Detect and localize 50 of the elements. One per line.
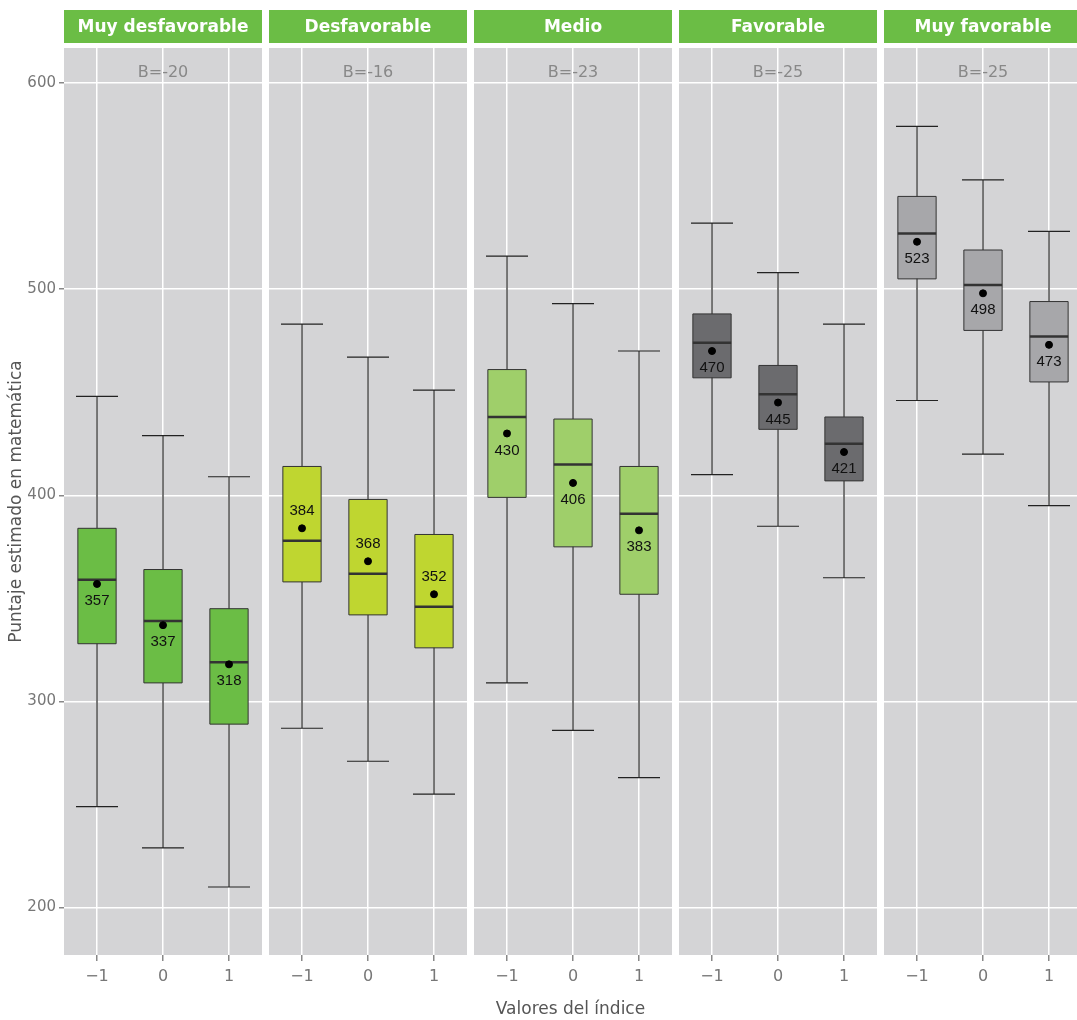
x-tick-label: 0 [977,965,989,985]
x-tick-label: 1 [428,965,440,985]
data-label: 421 [831,459,857,477]
x-tick-label: 0 [157,965,169,985]
x-tick-label: −1 [495,965,519,985]
data-label: 383 [626,537,652,555]
chart-title: Desfavorable [269,10,467,43]
data-label: 406 [560,490,586,508]
point [93,579,101,588]
data-label: 357 [84,591,110,609]
y-tick-label: 400 [27,485,56,504]
data-label: 318 [216,671,242,689]
data-label: 384 [289,501,315,519]
data-label: 445 [765,409,791,427]
x-tick-label: 0 [567,965,579,985]
x-tick-label: −1 [905,965,929,985]
y-tick-label: 200 [27,897,56,916]
data-label: 470 [699,358,725,376]
x-axis-title: Valores del índice [494,998,647,1018]
y-tick-label: 600 [27,72,56,91]
x-tick-label: 0 [362,965,374,985]
data-label: 523 [904,248,930,266]
annotation: B=-23 [547,62,599,82]
x-tick-label: 1 [223,965,235,985]
chart-title: Muy desfavorable [64,10,262,43]
x-tick-label: 1 [633,965,645,985]
y-axis-title: Puntaje estimado en matemática [4,360,25,643]
annotation: B=-25 [752,62,804,82]
chart-title: Muy favorable [884,10,1077,43]
annotation: B=-25 [957,62,1009,82]
point [225,660,233,669]
data-label: 337 [150,632,176,650]
data-label: 498 [970,300,996,318]
chart-title: Favorable [679,10,877,43]
chart-title: Medio [474,10,672,43]
x-tick-label: −1 [290,965,314,985]
y-tick-label: 500 [27,279,56,298]
data-label: 430 [494,440,520,458]
y-tick-label: 300 [27,691,56,710]
x-tick-label: 1 [838,965,850,985]
data-label: 473 [1036,351,1062,369]
point [159,621,167,630]
x-tick-label: −1 [700,965,724,985]
x-tick-label: 0 [772,965,784,985]
x-tick-label: 1 [1043,965,1055,985]
annotation: B=-16 [342,62,394,82]
data-label: 368 [355,534,381,552]
x-tick-label: −1 [85,965,109,985]
annotation: B=-20 [137,62,189,82]
data-label: 352 [421,567,447,585]
